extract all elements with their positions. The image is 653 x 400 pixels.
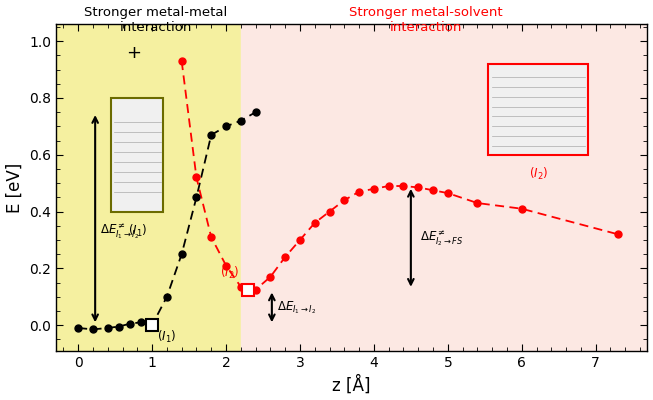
FancyBboxPatch shape xyxy=(112,98,163,212)
Bar xyxy=(241,24,647,351)
Text: Stronger metal-metal
interaction: Stronger metal-metal interaction xyxy=(84,6,227,34)
X-axis label: z [Å]: z [Å] xyxy=(332,375,371,394)
Text: $(I_2)$: $(I_2)$ xyxy=(529,166,548,182)
FancyBboxPatch shape xyxy=(488,64,588,155)
Text: $(I_1)$: $(I_1)$ xyxy=(128,223,147,239)
Text: $(I_2)$: $(I_2)$ xyxy=(220,265,240,281)
Y-axis label: E [eV]: E [eV] xyxy=(6,162,24,212)
Bar xyxy=(56,24,241,351)
Text: $\Delta E^{\neq}_{I_2 \rightarrow FS}$: $\Delta E^{\neq}_{I_2 \rightarrow FS}$ xyxy=(420,229,464,248)
Text: $\Delta E_{I_1 \rightarrow I_2}$: $\Delta E_{I_1 \rightarrow I_2}$ xyxy=(277,299,316,316)
Text: Stronger metal-solvent
interaction: Stronger metal-solvent interaction xyxy=(349,6,502,34)
Text: $(I_1)$: $(I_1)$ xyxy=(157,329,176,345)
Text: +: + xyxy=(126,44,141,62)
Text: $\Delta E^{\neq}_{I_1 \rightarrow I_2}$: $\Delta E^{\neq}_{I_1 \rightarrow I_2}$ xyxy=(100,222,139,241)
